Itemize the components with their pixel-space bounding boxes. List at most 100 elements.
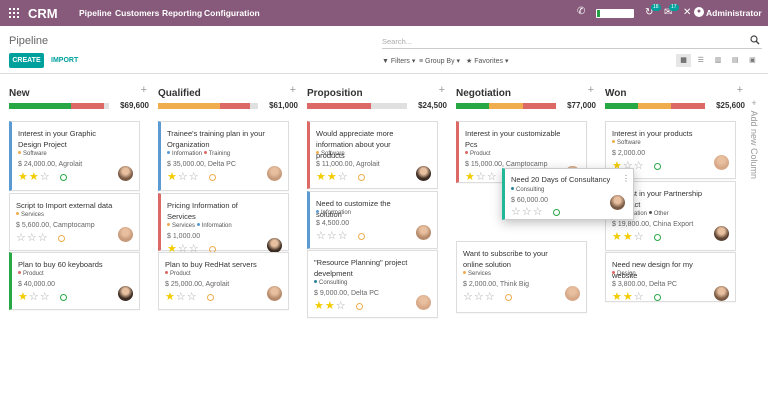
activity-icon[interactable] bbox=[654, 294, 661, 301]
card-amount: $ 2,000.00 bbox=[612, 150, 646, 157]
menu-pipeline[interactable]: Pipeline bbox=[79, 8, 112, 18]
priority-stars[interactable]: ★★☆ bbox=[316, 171, 349, 183]
graph-view-icon[interactable]: ▥ bbox=[714, 57, 722, 64]
pivot-view-icon[interactable]: ▤ bbox=[731, 57, 739, 64]
column-title[interactable]: Negotiation bbox=[456, 88, 511, 99]
progress-segment[interactable] bbox=[71, 103, 104, 109]
activity-icon[interactable] bbox=[209, 174, 216, 181]
priority-stars[interactable]: ★☆☆ bbox=[18, 291, 51, 303]
activity-icon[interactable]: ✉ bbox=[664, 7, 673, 18]
priority-stars[interactable]: ★☆☆ bbox=[165, 291, 198, 303]
progress-segment[interactable] bbox=[489, 103, 523, 109]
activity-icon[interactable] bbox=[207, 294, 214, 301]
menu-reporting[interactable]: Reporting bbox=[162, 8, 203, 18]
quick-create-plus-icon[interactable]: + bbox=[736, 84, 743, 96]
priority-stars[interactable]: ☆☆☆ bbox=[511, 206, 544, 218]
activity-icon[interactable] bbox=[58, 235, 65, 242]
calendar-view-icon[interactable]: ▣ bbox=[749, 57, 756, 64]
activity-icon[interactable] bbox=[356, 303, 363, 310]
kanban-card[interactable]: Would appreciate more information about … bbox=[307, 121, 438, 189]
kanban-card[interactable]: Script to Import external data Services $… bbox=[9, 193, 140, 251]
progress-segment[interactable] bbox=[638, 103, 671, 109]
app-brand[interactable]: CRM bbox=[28, 6, 58, 21]
card-tags: Product bbox=[465, 151, 491, 157]
kanban-card[interactable]: Plan to buy RedHat servers Product $ 25,0… bbox=[158, 252, 289, 310]
activity-icon[interactable] bbox=[358, 233, 365, 240]
column-title[interactable]: Qualified bbox=[158, 88, 201, 99]
kanban-card[interactable]: Plan to buy 60 keyboards Product $ 40,000… bbox=[9, 252, 140, 310]
priority-stars[interactable]: ★★☆ bbox=[18, 171, 51, 183]
column-progress-bar[interactable] bbox=[456, 103, 556, 109]
activity-icon[interactable] bbox=[60, 294, 67, 301]
activity-icon[interactable] bbox=[60, 174, 67, 181]
quick-create-plus-icon[interactable]: + bbox=[140, 84, 147, 96]
priority-stars[interactable]: ★★☆ bbox=[612, 231, 645, 243]
activity-icon[interactable] bbox=[505, 294, 512, 301]
add-column-plus-icon: + bbox=[751, 98, 757, 108]
search-icon[interactable] bbox=[750, 35, 760, 45]
progress-segment[interactable] bbox=[9, 103, 71, 109]
messaging-icon[interactable]: ↻ bbox=[645, 7, 654, 18]
priority-stars[interactable]: ★☆☆ bbox=[167, 171, 200, 183]
column-title[interactable]: New bbox=[9, 88, 30, 99]
control-panel: Pipeline Search... CREATE IMPORT ▼ Filte… bbox=[0, 26, 768, 74]
create-button[interactable]: CREATE bbox=[9, 53, 44, 68]
kanban-card[interactable]: Need to customize the solution Informatio… bbox=[307, 191, 438, 249]
phone-icon[interactable]: ✆ bbox=[577, 6, 586, 17]
avatar bbox=[714, 155, 729, 170]
priority-stars[interactable]: ★☆☆ bbox=[612, 160, 645, 172]
progress-segment[interactable] bbox=[523, 103, 556, 109]
apps-menu-icon[interactable] bbox=[9, 8, 19, 18]
voip-bar[interactable] bbox=[596, 9, 634, 18]
priority-stars[interactable]: ☆☆☆ bbox=[16, 232, 49, 244]
kanban-card[interactable]: Want to subscribe to your online solutio… bbox=[456, 241, 587, 313]
progress-segment[interactable] bbox=[307, 103, 371, 109]
kanban-card[interactable]: "Resource Planning" project develpment Co… bbox=[307, 250, 438, 318]
kanban-view-icon[interactable]: ▦ bbox=[676, 54, 692, 67]
priority-stars[interactable]: ★★☆ bbox=[612, 291, 645, 303]
group-by-dropdown[interactable]: ≡ Group By ▾ bbox=[419, 58, 461, 65]
card-menu-icon[interactable]: ⋮ bbox=[622, 174, 630, 183]
priority-stars[interactable]: ☆☆☆ bbox=[463, 291, 496, 303]
column-title[interactable]: Won bbox=[605, 88, 627, 99]
kanban-card[interactable]: Need new design for my website Design $ 3… bbox=[605, 252, 736, 303]
user-avatar-icon[interactable]: ● bbox=[694, 7, 704, 17]
menu-customers[interactable]: Customers bbox=[115, 8, 160, 18]
progress-segment[interactable] bbox=[456, 103, 489, 109]
progress-segment[interactable] bbox=[671, 103, 705, 109]
quick-create-plus-icon[interactable]: + bbox=[289, 84, 296, 96]
search-input[interactable]: Search... bbox=[382, 35, 762, 49]
progress-segment[interactable] bbox=[158, 103, 220, 109]
kanban-card[interactable]: Pricing Information of Services Services … bbox=[158, 193, 289, 255]
favorites-dropdown[interactable]: ★ Favorites ▾ bbox=[466, 58, 509, 65]
kanban-card[interactable]: Interest in your Graphic Design Project S… bbox=[9, 121, 140, 191]
activity-icon[interactable] bbox=[654, 163, 661, 170]
kanban-card[interactable]: Trainee's training plan in your Organiza… bbox=[158, 121, 289, 191]
column-progress-bar[interactable] bbox=[307, 103, 407, 109]
import-button[interactable]: IMPORT bbox=[51, 57, 79, 64]
add-new-column[interactable]: + Add new Column bbox=[745, 98, 759, 179]
debug-icon[interactable]: ✕ bbox=[683, 7, 692, 18]
priority-stars[interactable]: ★☆☆ bbox=[167, 243, 200, 255]
filters-dropdown[interactable]: ▼ Filters ▾ bbox=[382, 58, 416, 65]
activity-icon[interactable] bbox=[654, 234, 661, 241]
menu-configuration[interactable]: Configuration bbox=[204, 8, 260, 18]
column-title[interactable]: Proposition bbox=[307, 88, 363, 99]
list-view-icon[interactable]: ☰ bbox=[697, 57, 704, 64]
priority-stars[interactable]: ★☆☆ bbox=[465, 171, 498, 183]
column-progress-bar[interactable] bbox=[605, 103, 705, 109]
progress-segment[interactable] bbox=[605, 103, 638, 109]
quick-create-plus-icon[interactable]: + bbox=[587, 84, 594, 96]
quick-create-plus-icon[interactable]: + bbox=[438, 84, 445, 96]
column-progress-bar[interactable] bbox=[9, 103, 109, 109]
user-menu[interactable]: Administrator bbox=[706, 8, 762, 18]
activity-icon[interactable] bbox=[358, 174, 365, 181]
progress-segment[interactable] bbox=[220, 103, 250, 109]
priority-stars[interactable]: ☆☆☆ bbox=[316, 230, 349, 242]
column-progress-bar[interactable] bbox=[158, 103, 258, 109]
dragged-card[interactable]: Need 20 Days of Consultancy ⋮ Consulting… bbox=[502, 168, 634, 220]
activity-icon[interactable] bbox=[553, 209, 560, 216]
card-title: Need 20 Days of Consultancy bbox=[511, 175, 611, 184]
card-tag: Software bbox=[23, 151, 47, 157]
priority-stars[interactable]: ★★☆ bbox=[314, 300, 347, 312]
